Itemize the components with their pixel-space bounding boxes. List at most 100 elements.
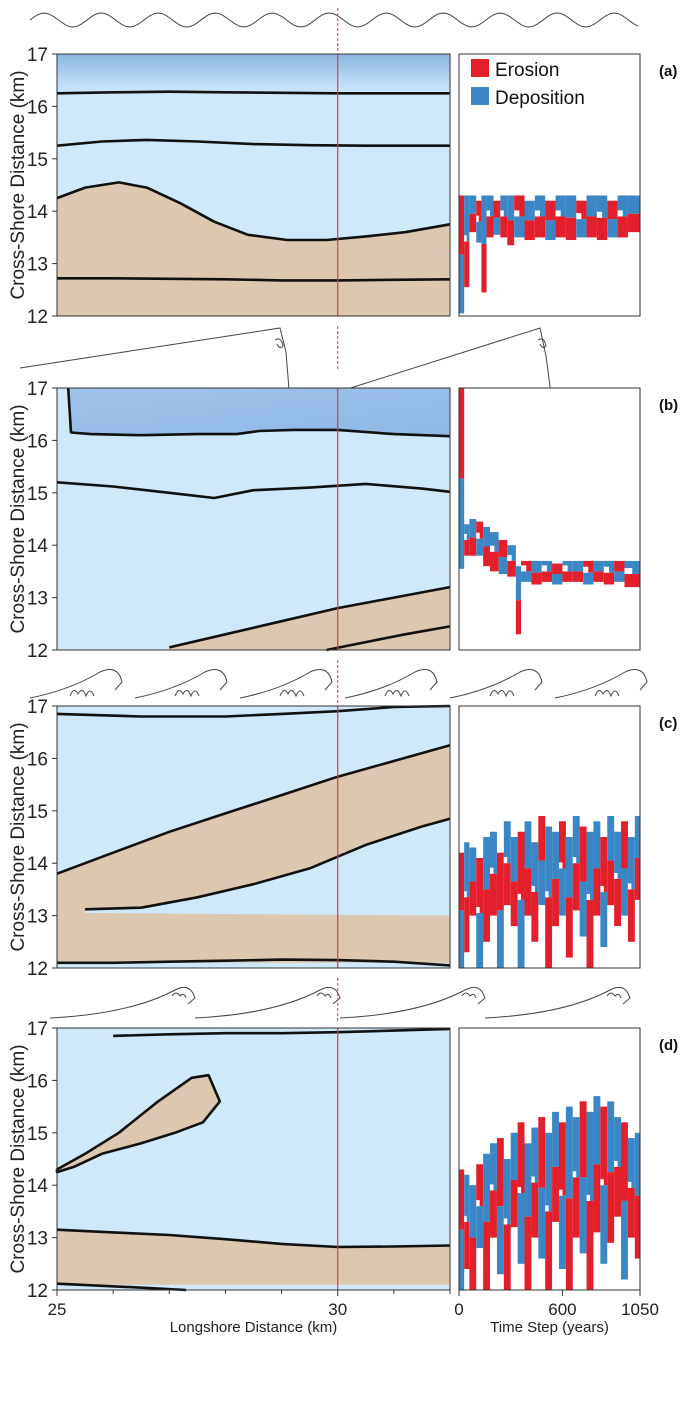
- erosion-bar: [464, 539, 470, 556]
- erosion-bar: [607, 219, 618, 238]
- wave-schematic-3: [49, 978, 631, 1022]
- erosion-bar: [593, 868, 601, 916]
- deposition-bar: [483, 526, 491, 547]
- deposition-bar: [552, 563, 563, 575]
- deposition-bar: [593, 821, 601, 869]
- wave-curl: [316, 992, 332, 999]
- erosion-bar: [517, 899, 525, 968]
- erosion-bar: [496, 910, 504, 968]
- deposition-bar: [586, 831, 594, 900]
- deposition-bar: [600, 1106, 608, 1186]
- lagoon-region: [85, 818, 451, 916]
- erosion-bar: [545, 1211, 553, 1290]
- deposition-bar: [558, 821, 566, 869]
- gap-cell: [531, 886, 535, 893]
- deposition-bar: [490, 831, 497, 874]
- gap-cell: [490, 545, 495, 552]
- panel-label: (d): [659, 1037, 678, 1054]
- wave-curl: [274, 338, 284, 349]
- erosion-bar: [507, 220, 515, 246]
- deposition-bar: [514, 195, 525, 217]
- erosion-bar: [464, 241, 470, 288]
- deposition-bar: [476, 857, 484, 913]
- erosion-bar: [572, 571, 584, 582]
- time-panel-background: [459, 388, 640, 650]
- legend-swatch: [471, 87, 489, 105]
- deposition-bar: [507, 195, 515, 221]
- gap-cell: [558, 862, 563, 869]
- erosion-bar: [459, 910, 465, 968]
- deposition-bar: [531, 1127, 539, 1183]
- water-strip: [57, 962, 450, 968]
- x-tick-label: 0: [454, 1300, 463, 1319]
- gap-cell: [541, 565, 547, 572]
- erosion-bar: [476, 1206, 484, 1249]
- deposition-bar: [627, 837, 635, 890]
- contour-line: [326, 625, 451, 652]
- x-axis-label-right: Time Step (years): [490, 1319, 609, 1336]
- gap-cell: [476, 532, 480, 539]
- y-tick-label: 16: [27, 749, 48, 770]
- contour-line: [57, 958, 451, 967]
- time-panel-frame: [458, 705, 641, 969]
- contour-line: [56, 744, 451, 875]
- deposition-bar: [627, 195, 640, 214]
- erosion-bar: [565, 897, 573, 958]
- wave-schematic-0: [29, 8, 639, 52]
- x-axis-label-left: Longshore Distance (km): [170, 1319, 338, 1336]
- erosion-bar: [562, 571, 573, 582]
- erosion-bar: [531, 892, 539, 942]
- gap-cell: [603, 566, 609, 573]
- deposition-bar: [531, 842, 539, 893]
- deposition-bar: [534, 195, 546, 217]
- erosion-bar: [469, 537, 477, 556]
- contour-line: [56, 138, 450, 147]
- deposition-bar: [545, 826, 553, 898]
- y-tick-label: 17: [27, 45, 48, 66]
- y-axis-label: Cross-Shore Distance (km): [8, 1044, 29, 1273]
- deposition-bar: [498, 539, 508, 557]
- gap-cell: [558, 1189, 563, 1196]
- deposition-bar: [469, 519, 477, 538]
- contour-line: [56, 1282, 187, 1292]
- wave-schematic-2: [29, 660, 648, 704]
- erosion-bar: [586, 899, 594, 968]
- erosion-bar: [552, 1166, 559, 1222]
- deposition-bar: [464, 524, 470, 540]
- contour-line: [113, 1027, 451, 1038]
- gap-cell: [476, 906, 480, 913]
- deposition-bar: [524, 200, 535, 221]
- main-map: [56, 704, 451, 969]
- erosion-bar: [607, 860, 615, 906]
- erosion-bar: [583, 572, 594, 585]
- erosion-bar: [459, 1229, 465, 1290]
- deposition-bar: [496, 852, 504, 911]
- erosion-bar: [627, 889, 635, 942]
- erosion-bar: [464, 1221, 470, 1270]
- gap-cell: [586, 893, 591, 900]
- legend-swatch: [471, 59, 489, 77]
- gap-cell: [490, 867, 494, 874]
- gap-cell: [464, 533, 467, 540]
- time-step-panel: [458, 53, 641, 317]
- deposition-bar: [555, 195, 566, 217]
- erosion-bar: [469, 213, 477, 233]
- water-strip: [57, 1284, 450, 1290]
- deposition-bar: [503, 821, 511, 864]
- erosion-bar: [614, 878, 622, 927]
- erosion-bar: [565, 217, 577, 241]
- deposition-bar: [552, 1111, 559, 1167]
- deposition-bar: [565, 837, 573, 898]
- gap-cell: [531, 1176, 535, 1183]
- deposition-bar: [459, 195, 465, 255]
- deposition-bar: [614, 1117, 622, 1167]
- gap-cell: [464, 235, 467, 242]
- time-panel-frame: [458, 387, 641, 651]
- erosion-bar: [483, 1221, 491, 1290]
- gap-cell: [500, 210, 504, 217]
- wave-line: [29, 669, 648, 699]
- erosion-bar: [498, 556, 508, 575]
- erosion-bar: [621, 868, 628, 916]
- deposition-bar: [565, 195, 577, 218]
- gap-cell: [624, 568, 633, 575]
